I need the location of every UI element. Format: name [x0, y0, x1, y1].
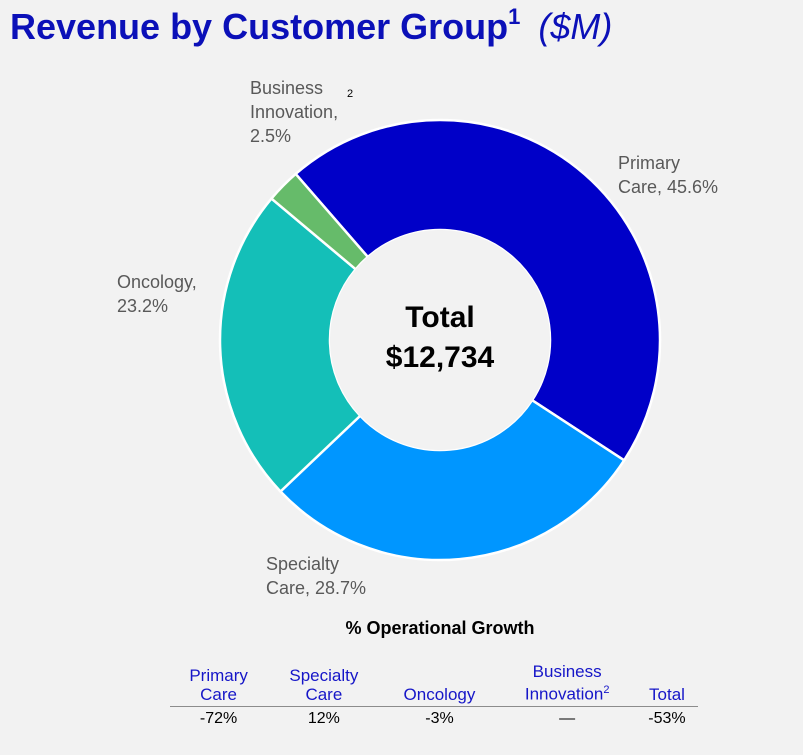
growth-col-line2: Oncology	[403, 684, 476, 704]
growth-col-oncology: Oncology	[380, 662, 499, 707]
growth-value-oncology: -3%	[425, 709, 454, 727]
growth-col-primary-care: Primary Care	[170, 662, 268, 707]
center-total-label: Total	[405, 301, 475, 334]
slice-label-business-innovation-line3: 2.5%	[250, 126, 292, 146]
slice-label-business-innovation: Business Innovation, 2.5%	[250, 76, 338, 148]
growth-value-business-innovation: —	[559, 709, 576, 727]
donut-center-label: Total $12,734	[340, 298, 540, 378]
chart-title: Revenue by Customer Group1 ($M)	[10, 4, 613, 48]
growth-value-total: -53%	[648, 709, 686, 727]
growth-table: Primary Care Specialty Care Oncology Busin…	[170, 662, 698, 729]
chart-title-unit: ($M)	[538, 6, 613, 47]
slice-label-oncology: Oncology, 23.2%	[117, 270, 197, 318]
slice-label-primary-care: Primary Care, 45.6%	[618, 151, 718, 199]
slice-label-primary-care-line1: Primary	[618, 153, 680, 173]
growth-table-title: % Operational Growth	[345, 618, 535, 638]
growth-table-header-row: Primary Care Specialty Care Oncology Busin…	[170, 662, 698, 707]
growth-col-line1: Primary	[189, 665, 248, 685]
growth-col-line2: Care	[200, 684, 238, 704]
growth-col-line2: Innovation	[524, 684, 604, 704]
slice-label-business-innovation-line2: Innovation,	[250, 102, 339, 122]
business-innovation-footnote: 2	[347, 88, 354, 100]
slice-label-oncology-line1: Oncology,	[117, 272, 197, 292]
growth-col-line2: Total	[649, 684, 685, 704]
growth-col-business-innovation: Business Innovation2	[498, 662, 636, 707]
growth-col-total: Total	[635, 662, 698, 707]
growth-col-line1: Business	[532, 662, 602, 681]
slice-label-oncology-line2: 23.2%	[117, 296, 169, 316]
growth-value-specialty-care: 12%	[307, 709, 340, 727]
growth-value-primary-care: -72%	[199, 709, 238, 727]
title-footnote: 1	[508, 4, 521, 29]
slice-label-specialty-care: Specialty Care, 28.7%	[266, 552, 366, 600]
slice-label-business-innovation-line1: Business	[250, 78, 324, 98]
growth-col-line1: Specialty	[289, 665, 359, 685]
slice-label-specialty-care-line2: Care, 28.7%	[266, 578, 367, 598]
growth-col-line2: Care	[305, 684, 343, 704]
donut-hole	[330, 230, 550, 450]
chart-title-text: Revenue by Customer Group	[10, 6, 509, 47]
growth-table-value-row: -72% 12% -3% — -53%	[170, 706, 698, 729]
growth-col-footnote: 2	[603, 684, 610, 696]
slice-label-primary-care-line2: Care, 45.6%	[618, 177, 719, 197]
growth-col-specialty-care: Specialty Care	[267, 662, 381, 707]
center-total-value: $12,734	[385, 341, 495, 374]
donut-chart	[218, 118, 662, 562]
slice-label-specialty-care-line1: Specialty	[266, 554, 340, 574]
